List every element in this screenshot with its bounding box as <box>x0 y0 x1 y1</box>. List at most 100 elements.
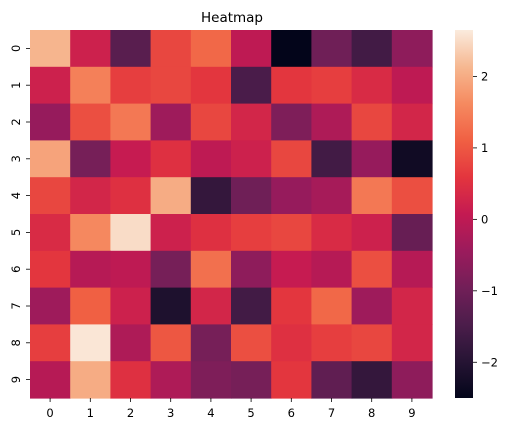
colorbar-tick-label-0: −2 <box>481 355 498 369</box>
heatmap-cell-r7-c4 <box>190 287 232 325</box>
colorbar-tick-label-1: −1 <box>481 284 498 298</box>
heatmap-cell-r1-c7 <box>311 66 353 105</box>
x-tick-label-0: 0 <box>46 406 53 420</box>
heatmap-cell-r9-c2 <box>110 361 152 399</box>
colorbar-gradient <box>455 30 473 398</box>
heatmap-cell-r3-c6 <box>271 140 312 178</box>
heatmap-cell-r3-c8 <box>351 140 393 178</box>
heatmap-cell-r0-c3 <box>150 30 192 68</box>
heatmap-cell-r4-c9 <box>391 177 433 215</box>
heatmap-cell-r2-c0 <box>30 103 71 141</box>
heatmap-cell-r5-c9 <box>391 214 433 252</box>
heatmap-cell-r3-c1 <box>70 140 111 178</box>
heatmap-cell-r6-c6 <box>271 250 312 289</box>
y-tick-label-8: 8 <box>9 339 23 346</box>
heatmap-cell-r8-c0 <box>30 324 71 362</box>
heatmap-cell-r2-c1 <box>70 103 111 141</box>
heatmap-cell-r6-c3 <box>150 250 192 289</box>
heatmap-cell-r1-c5 <box>231 66 272 105</box>
heatmap-cells <box>30 30 433 399</box>
heatmap-cell-r5-c2 <box>110 214 152 252</box>
heatmap-cell-r0-c2 <box>110 30 152 68</box>
heatmap-cell-r2-c8 <box>351 103 393 141</box>
heatmap-cell-r4-c4 <box>190 177 232 215</box>
heatmap-cell-r7-c0 <box>30 287 71 325</box>
heatmap-cell-r2-c3 <box>150 103 192 141</box>
heatmap-cell-r9-c6 <box>271 361 312 399</box>
heatmap-cell-r1-c6 <box>271 66 312 105</box>
chart-title: Heatmap <box>201 10 263 26</box>
heatmap-cell-r2-c9 <box>391 103 433 141</box>
heatmap-cell-r9-c5 <box>231 361 272 399</box>
x-axis: 0 1 2 3 4 5 6 7 8 9 <box>46 398 416 420</box>
colorbar-tick-label-4: 2 <box>481 69 488 83</box>
heatmap-cell-r5-c1 <box>70 214 111 252</box>
x-tick-label-7: 7 <box>328 406 335 420</box>
heatmap-cell-r0-c7 <box>311 30 353 68</box>
heatmap-cell-r8-c2 <box>110 324 152 362</box>
heatmap-cell-r5-c0 <box>30 214 71 252</box>
heatmap-cell-r6-c8 <box>351 250 393 289</box>
colorbar <box>455 30 473 398</box>
heatmap-cell-r9-c0 <box>30 361 71 399</box>
heatmap-cell-r0-c6 <box>271 30 312 68</box>
heatmap-cell-r9-c4 <box>190 361 232 399</box>
heatmap-cell-r5-c7 <box>311 214 353 252</box>
heatmap-cell-r7-c6 <box>271 287 312 325</box>
heatmap-cell-r2-c2 <box>110 103 152 141</box>
heatmap-cell-r8-c1 <box>70 324 111 362</box>
heatmap-cell-r1-c9 <box>391 66 433 105</box>
heatmap-cell-r1-c8 <box>351 66 393 105</box>
heatmap-cell-r4-c0 <box>30 177 71 215</box>
heatmap-cell-r7-c5 <box>231 287 272 325</box>
heatmap-cell-r3-c4 <box>190 140 232 178</box>
heatmap-cell-r1-c0 <box>30 66 71 105</box>
heatmap-cell-r4-c2 <box>110 177 152 215</box>
x-tick-label-1: 1 <box>87 406 94 420</box>
x-tick-label-3: 3 <box>167 406 174 420</box>
heatmap-cell-r7-c2 <box>110 287 152 325</box>
heatmap-cell-r2-c4 <box>190 103 232 141</box>
heatmap-cell-r5-c3 <box>150 214 192 252</box>
heatmap-cell-r9-c3 <box>150 361 192 399</box>
heatmap-cell-r6-c7 <box>311 250 353 289</box>
heatmap-cell-r4-c7 <box>311 177 353 215</box>
heatmap-cell-r3-c2 <box>110 140 152 178</box>
heatmap-cell-r1-c2 <box>110 66 152 105</box>
heatmap-cell-r6-c1 <box>70 250 111 289</box>
y-tick-label-6: 6 <box>9 266 23 273</box>
x-tick-label-6: 6 <box>288 406 295 420</box>
heatmap-cell-r6-c2 <box>110 250 152 289</box>
heatmap-cell-r9-c9 <box>391 361 433 399</box>
heatmap-cell-r0-c8 <box>351 30 393 68</box>
heatmap-cell-r3-c7 <box>311 140 353 178</box>
heatmap-cell-r7-c7 <box>311 287 353 325</box>
heatmap-cell-r4-c6 <box>271 177 312 215</box>
heatmap-cell-r2-c6 <box>271 103 312 141</box>
heatmap-cell-r6-c4 <box>190 250 232 289</box>
heatmap-cell-r0-c5 <box>231 30 272 68</box>
heatmap-cell-r5-c5 <box>231 214 272 252</box>
heatmap-cell-r0-c0 <box>30 30 71 68</box>
y-tick-label-9: 9 <box>9 376 23 383</box>
heatmap-cell-r6-c5 <box>231 250 272 289</box>
heatmap-cell-r4-c1 <box>70 177 111 215</box>
heatmap-cell-r8-c4 <box>190 324 232 362</box>
colorbar-axis: −2 −1 0 1 2 <box>473 69 498 369</box>
heatmap-cell-r6-c0 <box>30 250 71 289</box>
heatmap-cell-r5-c8 <box>351 214 393 252</box>
heatmap-cell-r3-c5 <box>231 140 272 178</box>
heatmap-cell-r1-c4 <box>190 66 232 105</box>
x-tick-label-9: 9 <box>408 406 415 420</box>
y-axis: 0 1 2 3 4 5 6 7 8 9 <box>9 45 30 383</box>
x-tick-label-4: 4 <box>207 406 214 420</box>
heatmap-cell-r0-c4 <box>190 30 232 68</box>
heatmap-cell-r5-c4 <box>190 214 232 252</box>
y-tick-label-3: 3 <box>9 155 23 162</box>
y-tick-label-2: 2 <box>9 118 23 125</box>
x-tick-label-8: 8 <box>368 406 375 420</box>
heatmap-cell-r8-c9 <box>391 324 433 362</box>
x-tick-label-2: 2 <box>127 406 134 420</box>
heatmap-cell-r7-c9 <box>391 287 433 325</box>
